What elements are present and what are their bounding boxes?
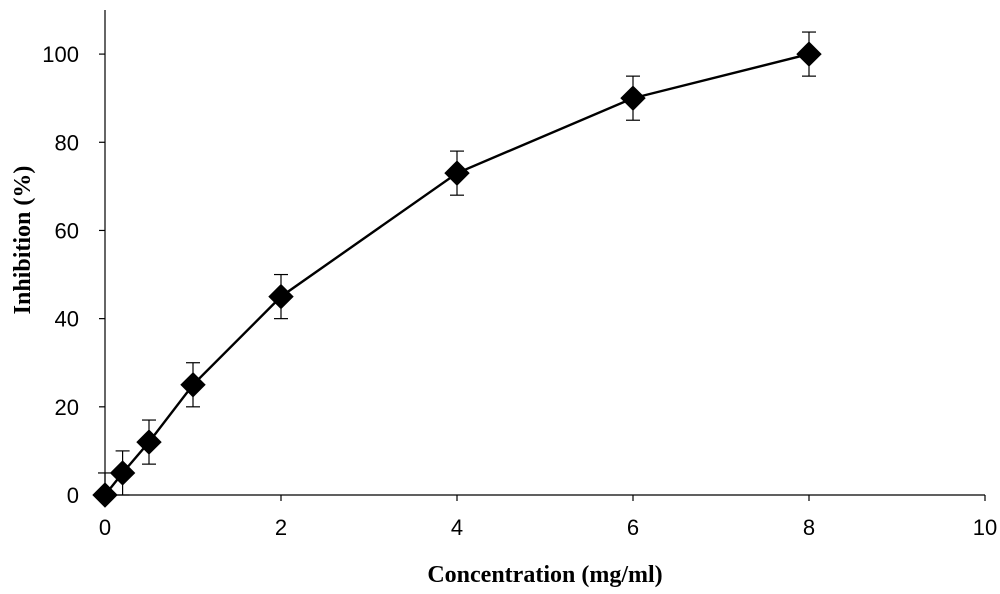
x-axis-title: Concentration (mg/ml) — [427, 562, 662, 588]
x-tick-label: 4 — [451, 515, 463, 540]
x-tick-label: 8 — [803, 515, 815, 540]
y-tick-label: 100 — [42, 42, 79, 67]
y-tick-label: 60 — [55, 218, 79, 243]
y-tick-label: 0 — [67, 483, 79, 508]
data-point-marker — [620, 85, 646, 111]
data-point-marker — [136, 429, 162, 455]
y-axis-title: Inhibition (%) — [10, 166, 36, 315]
error-bars — [98, 31, 816, 496]
y-tick-label: 40 — [55, 307, 79, 332]
series-line — [104, 52, 810, 496]
data-point-marker — [109, 460, 136, 486]
y-ticks: 0 20 40 60 80 100 — [42, 42, 105, 508]
axes — [104, 10, 985, 496]
x-tick-label: 10 — [973, 515, 997, 540]
data-point-marker — [796, 41, 822, 67]
markers — [92, 41, 822, 508]
data-point-marker — [268, 283, 294, 310]
data-point-marker — [180, 372, 206, 398]
y-tick-label: 80 — [55, 130, 79, 155]
data-point-marker — [92, 482, 118, 508]
x-ticks: 0 2 4 6 8 10 — [99, 495, 997, 540]
x-tick-label: 0 — [99, 515, 111, 540]
data-point-marker — [444, 160, 470, 186]
x-tick-label: 6 — [627, 515, 639, 540]
y-tick-label: 20 — [55, 395, 79, 420]
x-tick-label: 2 — [275, 515, 287, 540]
